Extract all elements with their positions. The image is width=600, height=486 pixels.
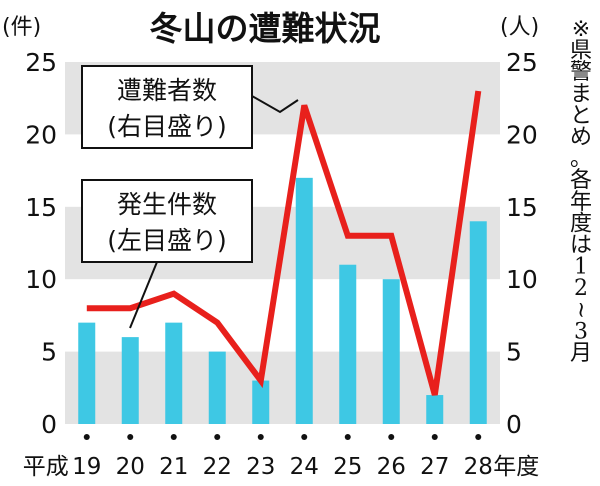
category-prefix: 平成 xyxy=(23,454,69,480)
category-dot xyxy=(127,434,134,440)
category-dot xyxy=(475,434,482,440)
note-char: ※ xyxy=(572,17,590,42)
callout-incidents-box xyxy=(81,179,253,263)
category-label: 25 xyxy=(333,454,362,480)
left-tick-label: 15 xyxy=(25,193,57,222)
bar xyxy=(252,380,270,424)
callout-incidents-pointer xyxy=(129,261,158,329)
bar xyxy=(208,351,226,424)
note-char: は xyxy=(570,233,592,258)
category-label: 21 xyxy=(159,454,188,480)
right-tick-label: 25 xyxy=(506,48,538,77)
series-line xyxy=(86,90,482,396)
category-dot xyxy=(257,434,264,440)
bar xyxy=(469,221,487,424)
note-char: 3 xyxy=(574,319,588,344)
callout-casualties-line1: 遭難者数 xyxy=(117,76,217,105)
note-char: 度 xyxy=(570,211,592,236)
callout-casualties-line2: (右目盛り) xyxy=(107,112,227,141)
bar xyxy=(121,337,139,424)
note-char: 警 xyxy=(570,60,592,85)
left-tick-label: 25 xyxy=(25,48,57,77)
note-char: と xyxy=(570,103,592,128)
callout-casualties-pointer xyxy=(251,95,299,114)
note-char: め xyxy=(570,125,592,150)
category-label: 19 xyxy=(72,454,101,480)
category-dot xyxy=(83,434,90,440)
right-tick-label: 0 xyxy=(506,410,522,439)
note-char: 各 xyxy=(570,168,592,193)
category-label: 26 xyxy=(377,454,406,480)
category-dot xyxy=(344,434,351,440)
bar xyxy=(426,395,444,424)
bar xyxy=(339,264,357,424)
left-tick-label: 5 xyxy=(41,338,57,367)
note-char: 2 xyxy=(574,276,588,301)
bar xyxy=(78,322,96,424)
bar xyxy=(295,177,313,424)
category-dot xyxy=(214,434,221,440)
left-tick-label: 10 xyxy=(25,265,57,294)
bar xyxy=(382,279,400,424)
note-char: 県 xyxy=(570,39,592,64)
category-label: 20 xyxy=(116,454,145,480)
tick-labels: 0 5 10 15 20 25 0 5 10 15 20 25 xyxy=(25,48,538,439)
left-axis-unit: (件) xyxy=(2,15,41,40)
note-char: 月 xyxy=(570,341,592,366)
callout-casualties: 遭難者数 (右目盛り) xyxy=(81,65,299,149)
note-char: ~ xyxy=(568,301,593,319)
category-label: 27 xyxy=(420,454,449,480)
chart-title: 冬山の遭難状況 xyxy=(150,9,381,48)
line-group xyxy=(86,90,482,396)
category-dot xyxy=(388,434,395,440)
right-tick-label: 20 xyxy=(506,120,538,149)
note-char: ま xyxy=(570,82,592,107)
right-tick-label: 15 xyxy=(506,193,538,222)
category-suffix: 年度 xyxy=(493,454,539,480)
category-label: 28 xyxy=(464,454,493,480)
category-label: 23 xyxy=(246,454,275,480)
right-tick-label: 10 xyxy=(506,265,538,294)
callout-incidents: 発生件数 (左目盛り) xyxy=(81,179,253,329)
note-char: 1 xyxy=(574,255,588,280)
bar xyxy=(165,322,183,424)
left-tick-label: 0 xyxy=(41,410,57,439)
category-dot xyxy=(301,434,308,440)
note-char: 年 xyxy=(570,190,592,215)
category-labels: 19 20 21 22 23 24 25 26 27 28 平成 年度 xyxy=(23,434,539,480)
bars-group xyxy=(78,177,487,424)
note-char: 。 xyxy=(570,147,592,172)
left-tick-label: 20 xyxy=(25,120,57,149)
category-label: 22 xyxy=(203,454,232,480)
category-dot xyxy=(170,434,177,440)
callout-incidents-line2: (左目盛り) xyxy=(107,226,227,255)
category-dot xyxy=(431,434,438,440)
callout-casualties-box xyxy=(81,65,253,149)
category-label: 24 xyxy=(290,454,319,480)
callout-incidents-line1: 発生件数 xyxy=(117,190,217,219)
right-axis-unit: (人) xyxy=(500,15,539,40)
right-tick-label: 5 xyxy=(506,338,522,367)
